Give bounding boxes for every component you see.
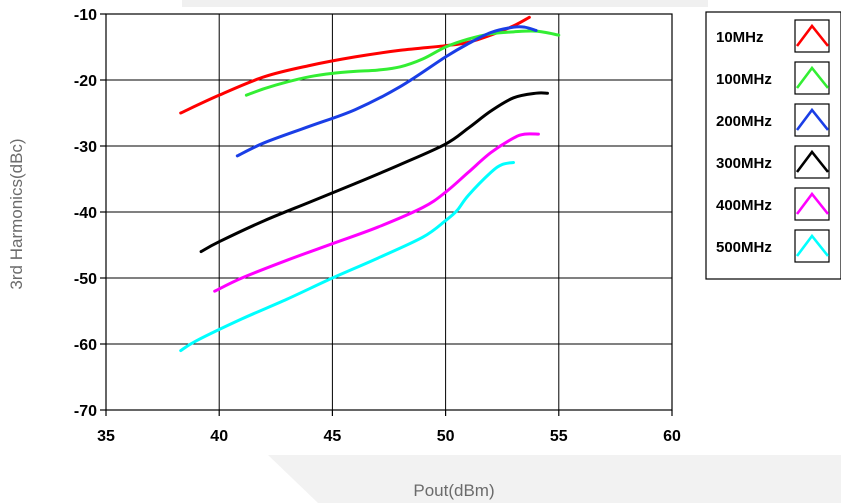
y-tick-label: -40 [74,205,97,222]
legend-swatch-500mhz [795,233,830,257]
y-tick-label: -30 [74,139,97,156]
y-tick-label: -20 [74,73,97,90]
y-tick-label: -50 [74,271,97,288]
legend-swatch-200mhz [795,107,830,131]
y-axis-ticks: -10 -20 -30 -40 -50 -60 -70 [74,7,106,420]
x-tick-label: 55 [550,428,568,445]
x-tick-label: 40 [210,428,228,445]
legend-label-100mhz: 100MHz [716,71,772,88]
background-panel [268,455,841,503]
top-banner [182,0,708,7]
legend-label-200mhz: 200MHz [716,113,772,130]
legend-label-500mhz: 500MHz [716,239,772,256]
legend-swatch-box-100mhz [794,61,830,95]
legend-label-400mhz: 400MHz [716,197,772,214]
grid-lines [106,14,672,410]
series-line-500mhz [179,161,516,353]
series-line-400mhz [213,132,540,293]
y-axis-title: 3rd Harmonics(dBc) [7,138,26,289]
y-tick-label: -10 [74,7,97,24]
legend-label-300mhz: 300MHz [716,155,772,172]
series-line-10mhz [179,15,531,115]
x-tick-label: 35 [97,428,115,445]
x-tick-label: 60 [663,428,681,445]
data-series [179,15,561,353]
series-line-100mhz [244,29,561,97]
y-tick-label: -70 [74,403,97,420]
x-axis-ticks: 35 40 45 50 55 60 [97,410,681,445]
y-tick-label: -60 [74,337,97,354]
legend-swatch-300mhz [795,149,830,173]
legend-swatch-10mhz [795,23,830,47]
legend-swatch-100mhz [795,65,830,89]
x-axis-title: Pout(dBm) [413,481,494,500]
legend-label-10mhz: 10MHz [716,29,764,46]
legend-swatch-400mhz [795,191,830,215]
series-line-300mhz [199,91,549,254]
x-tick-label: 50 [437,428,455,445]
legend: 10MHz 100MHz 200MHz 300MHz 400MHz 500MHz [705,11,841,280]
series-line-200mhz [235,25,538,158]
x-tick-label: 45 [324,428,342,445]
